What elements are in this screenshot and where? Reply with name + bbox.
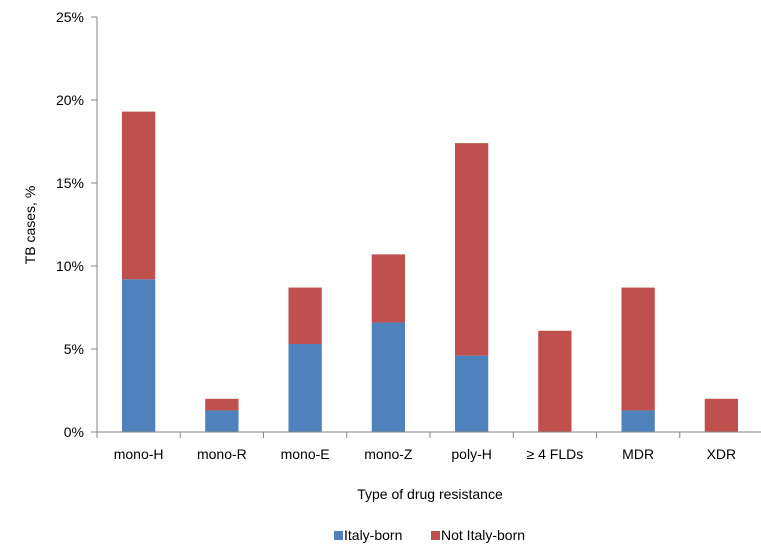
x-tick-label: mono-R (197, 446, 247, 462)
y-tick-label: 5% (64, 341, 84, 357)
bar-segment (288, 287, 322, 345)
legend-swatch (431, 531, 440, 540)
x-tick-label: poly-H (451, 446, 491, 462)
bar-segment (371, 322, 406, 432)
bar-segment (371, 254, 406, 323)
bar-segment (288, 344, 322, 432)
bar-segment (454, 143, 489, 356)
bar-segment (121, 279, 156, 432)
y-tick-label: 10% (56, 258, 84, 274)
bars-layer (121, 111, 739, 432)
legend: Italy-born Not Italy-born (334, 527, 525, 543)
bar-segment (704, 398, 739, 432)
bar-segment (454, 355, 489, 432)
x-tick-label: MDR (622, 446, 654, 462)
bar-segment (121, 111, 156, 280)
bar-segment (621, 410, 655, 432)
y-axis-title: TB cases, % (22, 186, 38, 265)
x-tick-label: mono-Z (364, 446, 413, 462)
y-tick-label: 15% (56, 175, 84, 191)
x-tick-label: mono-E (281, 446, 330, 462)
bar-segment (538, 330, 572, 432)
legend-swatch (334, 531, 343, 540)
axes-layer (91, 16, 761, 438)
x-tick-label: ≥ 4 FLDs (527, 446, 584, 462)
legend-label: Italy-born (344, 527, 402, 543)
labels-layer: 0% 5% 10% 15% 20% 25% mono-H mono-R mono-E mono-Z… (22, 9, 736, 502)
y-tick-label: 25% (56, 9, 84, 25)
y-tick-label: 0% (64, 424, 84, 440)
bar-segment (621, 287, 655, 411)
bar-segment (205, 398, 239, 411)
x-tick-label: XDR (707, 446, 737, 462)
x-axis-title: Type of drug resistance (357, 486, 503, 502)
bar-segment (205, 410, 239, 432)
legend-label: Not Italy-born (441, 527, 525, 543)
x-tick-label: mono-H (114, 446, 164, 462)
y-tick-label: 20% (56, 92, 84, 108)
